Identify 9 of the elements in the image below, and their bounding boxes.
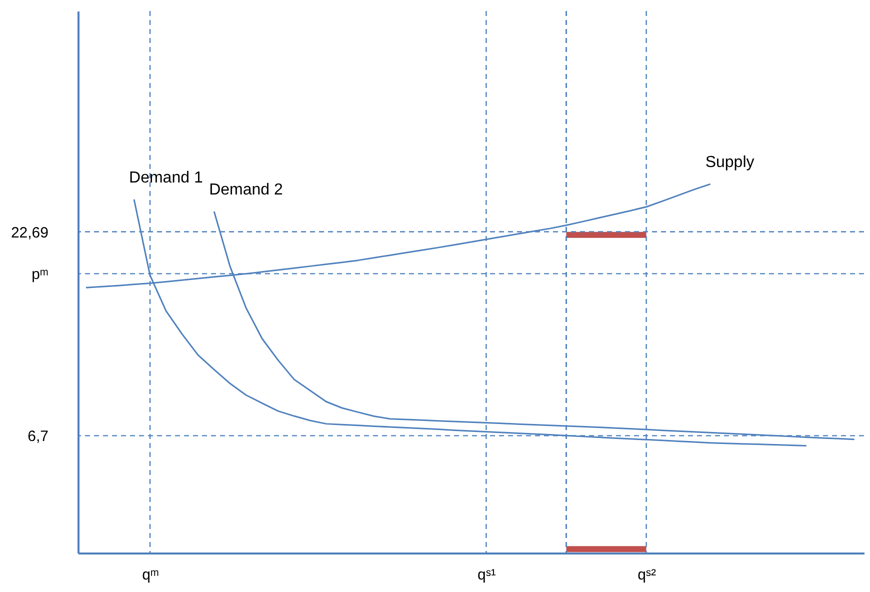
y-tick-label: 22,69 <box>10 224 48 242</box>
x-tick-label: qˢ² <box>638 566 656 584</box>
y-tick-label: pᵐ <box>32 266 48 284</box>
y-tick-label: 6,7 <box>28 428 48 446</box>
x-tick-label: qᵐ <box>142 566 160 584</box>
series-label: Supply <box>705 154 754 172</box>
series-label: Demand 1 <box>129 169 203 186</box>
x-tick-label: qˢ¹ <box>477 566 496 584</box>
series-label: Demand 2 <box>209 181 283 198</box>
